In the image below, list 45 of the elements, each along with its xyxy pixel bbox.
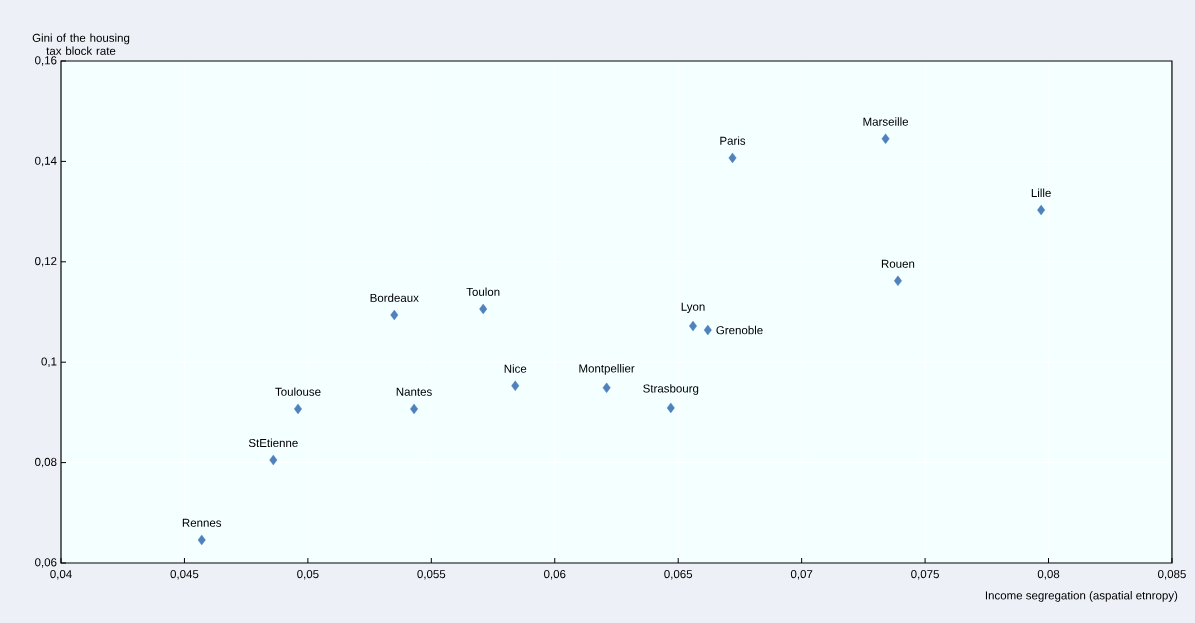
- y-tick-label: 0,14: [35, 156, 57, 167]
- y-tick-label: 0,12: [35, 257, 57, 267]
- x-axis-title: Income segregation (aspatial etnropy): [985, 591, 1178, 602]
- x-tick-label: 0,065: [664, 570, 693, 580]
- data-label: Rouen: [881, 259, 915, 268]
- point: [197, 534, 206, 546]
- y-axis-title: Gini of the housing tax block rate: [32, 33, 130, 55]
- point: [728, 152, 737, 164]
- x-tick-label: 0,07: [790, 570, 813, 580]
- data-label: Lyon: [681, 302, 705, 314]
- point: [602, 382, 611, 393]
- x-tick-label: 0,075: [911, 570, 939, 580]
- data-label: Paris: [720, 136, 746, 145]
- data-label: Nantes: [396, 387, 432, 396]
- x-tick-label: 0,05: [297, 570, 319, 580]
- point: [703, 324, 712, 336]
- data-label: Montpellier: [579, 364, 635, 375]
- x-tick-label: 0,055: [417, 570, 446, 580]
- x-tick-label: 0,08: [1037, 570, 1060, 580]
- y-tick-label: 0,06: [35, 558, 57, 568]
- point: [269, 454, 278, 466]
- data-label: Strasbourg: [643, 384, 699, 395]
- point: [881, 133, 890, 144]
- x-tick-label: 0,045: [170, 570, 199, 580]
- point: [666, 402, 675, 414]
- point: [1037, 204, 1046, 216]
- x-tick-label: 0,06: [544, 570, 566, 580]
- point: [390, 309, 399, 321]
- data-label: Rennes: [182, 518, 222, 527]
- data-label: Toulouse: [275, 387, 321, 396]
- x-tick-label: 0,085: [1158, 570, 1186, 580]
- data-label: Grenoble: [716, 325, 763, 335]
- data-label: Nice: [504, 364, 527, 373]
- point: [893, 275, 902, 287]
- y-tick-label: 0,08: [35, 457, 57, 468]
- x-tick-label: 0,04: [50, 570, 72, 580]
- point: [479, 303, 488, 315]
- y-tick-label: 0,1: [41, 357, 57, 367]
- y-tick-label: 0,16: [35, 56, 57, 66]
- data-label: Toulon: [466, 287, 500, 296]
- data-label: Lille: [1031, 188, 1051, 198]
- data-label: Bordeaux: [370, 293, 419, 302]
- data-label: Marseille: [863, 117, 909, 126]
- point: [511, 380, 520, 391]
- data-label: StEtienne: [248, 438, 298, 448]
